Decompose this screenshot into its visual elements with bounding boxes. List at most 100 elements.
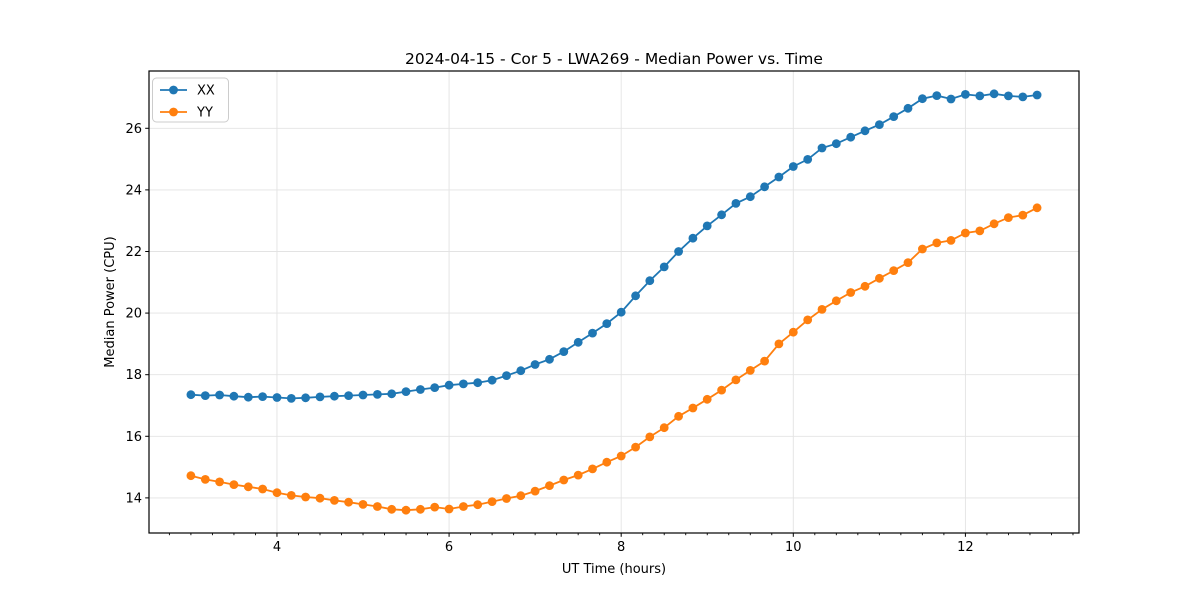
data-point-xx [559,347,569,356]
data-point-yy [803,315,813,325]
y-axis-ticks: 14 16 18 20 22 24 26 [125,122,149,506]
data-point-xx [932,91,942,100]
x-axis-ticks: 4 6 8 10 12 [168,533,1074,555]
data-point-yy [502,494,511,503]
data-point-yy [1004,213,1013,223]
data-point-xx [745,192,755,202]
data-point-xx [258,392,267,401]
data-point-yy [702,394,712,404]
data-point-yy [731,375,741,385]
data-point-xx [588,328,597,338]
data-point-yy [272,488,282,498]
data-point-xx [717,210,726,220]
data-point-yy [875,273,884,283]
data-point-yy [588,464,597,474]
data-point-yy [860,281,870,291]
data-point-yy [344,497,353,507]
data-point-yy [358,500,368,509]
data-point-yy [473,500,483,510]
data-point-yy [645,432,655,442]
data-point-xx [373,390,382,399]
data-point-xx [860,126,870,136]
data-point-yy [889,266,899,275]
data-point-xx [200,391,210,400]
data-point-xx [889,112,899,121]
data-point-yy [573,470,583,480]
data-point-xx [989,89,999,99]
data-point-yy [831,296,841,306]
data-point-xx [688,233,698,243]
data-point-xx [875,120,884,129]
legend-entry-yy: YY [160,106,213,121]
data-point-xx [788,162,798,171]
legend-entry-xx: XX [160,84,215,99]
legend-label-xx: XX [197,84,215,99]
data-point-xx [1032,90,1042,100]
data-point-yy [903,258,913,267]
axes-frame [148,70,1080,534]
y-tick-label: 18 [125,368,142,383]
x-tick-label: 8 [617,540,625,555]
y-tick-label: 26 [125,122,142,137]
gridlines [149,71,1079,533]
data-point-xx [674,247,683,256]
data-point-xx [243,392,253,402]
data-point-xx [286,394,296,403]
data-point-yy [674,411,683,421]
chart-title: 2024-04-15 - Cor 5 - LWA269 - Median Pow… [405,50,823,68]
data-point-xx [516,366,526,376]
x-tick-label: 12 [957,540,974,555]
legend-box [152,77,229,123]
data-point-yy [616,451,626,461]
data-point-yy [301,492,310,502]
series-xx [186,89,1042,403]
data-point-xx [444,380,454,390]
data-point-xx [817,143,827,153]
data-point-xx [731,199,741,208]
data-point-yy [330,496,339,505]
data-point-xx [946,94,956,104]
data-point-yy [932,238,942,248]
data-point-xx [301,393,310,403]
data-point-xx [903,103,913,113]
data-point-xx [1004,91,1013,101]
data-point-xx [961,90,970,99]
data-point-xx [573,337,583,347]
data-point-xx [803,155,813,164]
data-point-xx [473,378,483,388]
data-point-yy [961,228,970,238]
data-point-xx [831,139,841,149]
data-point-yy [315,493,325,503]
data-point-yy [975,226,985,236]
data-point-yy [243,482,253,492]
data-point-yy [373,502,382,511]
legend-label-yy: YY [196,106,213,121]
data-point-yy [774,339,784,349]
data-point-xx [702,221,712,231]
data-point-xx [272,393,282,402]
x-axis-label: UT Time (hours) [562,562,666,577]
data-point-yy [989,219,999,229]
data-point-yy [286,491,296,500]
data-point-xx [344,391,353,400]
data-point-yy [688,403,698,413]
data-point-yy [631,442,640,452]
plot-area: 4 6 8 10 12 14 16 18 20 22 24 26 [125,70,1080,555]
data-point-yy [258,484,267,494]
data-point-yy [459,502,468,511]
data-point-yy [487,497,497,506]
y-tick-label: 14 [125,491,142,506]
data-point-xx [846,132,856,142]
data-point-yy [788,327,798,337]
y-axis-label: Median Power (CPU) [103,236,118,367]
data-point-xx [530,360,540,369]
x-tick-label: 4 [273,540,281,555]
series-yy [186,203,1042,515]
data-point-xx [487,375,497,385]
data-point-yy [530,486,540,496]
data-point-yy [444,504,454,514]
x-tick-label: 6 [445,540,453,555]
data-point-xx [215,390,225,400]
x-tick-label: 10 [785,540,802,555]
